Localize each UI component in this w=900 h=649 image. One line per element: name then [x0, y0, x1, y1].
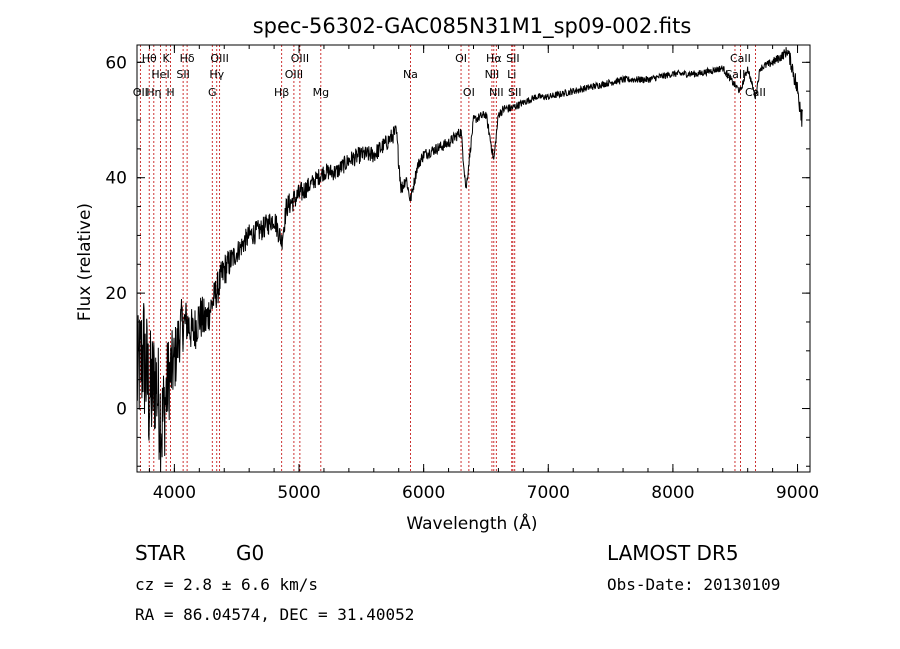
line-marker-label: SII	[506, 52, 519, 65]
line-marker-label: OIII	[285, 68, 303, 81]
line-marker-label: H	[166, 86, 174, 99]
x-tick-label: 7000	[527, 483, 570, 503]
x-tick-label: 6000	[402, 483, 445, 503]
line-markers	[139, 45, 756, 472]
line-marker-label: SII	[508, 86, 521, 99]
y-axis-ticks: 0 20 40 60	[105, 53, 810, 467]
y-axis-label: Flux (relative)	[75, 203, 95, 321]
line-marker-label: NII	[485, 68, 500, 81]
spectrum-line	[136, 47, 803, 473]
line-marker-label: Hβ	[274, 86, 289, 99]
line-marker-label: Mg	[313, 86, 329, 99]
line-marker-labels: OIIHθHηHeIKHSIIHδGHγOIIIHβOIIIOIIIMgNaOI…	[133, 52, 766, 99]
y-tick-label: 20	[105, 284, 127, 304]
x-axis-label: Wavelength (Å)	[406, 512, 537, 534]
line-marker-label: G	[208, 86, 217, 99]
coordinates: RA = 86.04574, DEC = 31.40052	[135, 605, 414, 624]
x-tick-label: 8000	[651, 483, 694, 503]
line-marker-label: Li	[507, 68, 516, 81]
chart-title: spec-56302-GAC085N31M1_sp09-002.fits	[253, 14, 692, 39]
line-marker-label: OIII	[210, 52, 228, 65]
plot-frame	[136, 44, 811, 473]
line-marker-label: Hθ	[142, 52, 157, 65]
spectrum-series	[136, 47, 803, 473]
line-marker-label: OI	[455, 52, 467, 65]
line-marker-label: Hη	[146, 86, 161, 99]
line-marker-label: HeI	[151, 68, 169, 81]
line-marker-label: K	[163, 52, 171, 65]
y-tick-label: 60	[105, 53, 127, 73]
line-marker-label: Na	[403, 68, 418, 81]
line-marker-label: OI	[463, 86, 475, 99]
y-tick-label: 0	[116, 400, 127, 420]
y-tick-label: 40	[105, 169, 127, 189]
object-class: STAR	[135, 541, 186, 565]
line-marker-label: OIII	[291, 52, 309, 65]
x-tick-label: 5000	[277, 483, 320, 503]
line-marker-label: Hγ	[209, 68, 224, 81]
line-marker-label: NII	[489, 86, 504, 99]
line-marker-label: SII	[176, 68, 189, 81]
line-marker-label: CaII	[730, 52, 751, 65]
x-tick-label: 9000	[776, 483, 819, 503]
object-subclass: G0	[236, 541, 264, 565]
line-marker-label: Hδ	[180, 52, 195, 65]
x-axis-ticks: 4000 5000 6000 7000 8000 9000	[148, 45, 819, 503]
x-tick-label: 4000	[153, 483, 196, 503]
redshift-text: cz = 2.8 ± 6.6 km/s	[135, 575, 318, 594]
obs-date: Obs-Date: 20130109	[607, 575, 780, 594]
survey-name: LAMOST DR5	[607, 541, 739, 565]
line-marker-label: Hα	[486, 52, 502, 65]
